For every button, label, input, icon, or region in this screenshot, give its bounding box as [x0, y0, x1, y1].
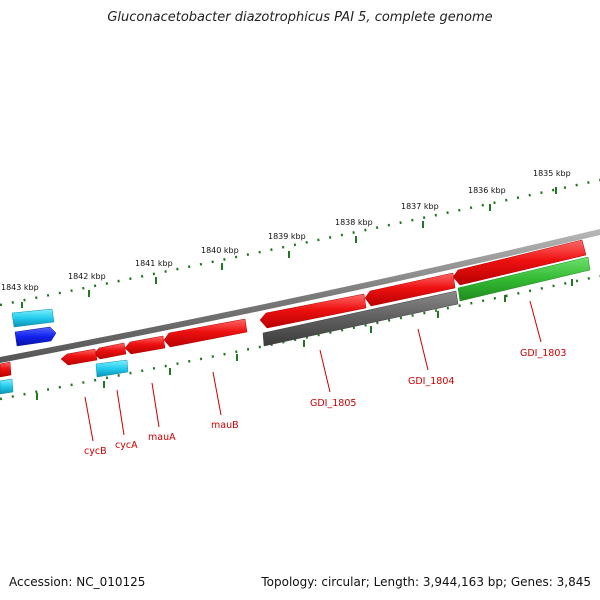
- scale-label: 1837 kbp: [401, 202, 439, 211]
- map-title: Gluconacetobacter diazotrophicus PAI 5, …: [107, 10, 493, 25]
- gene-gdi-1804[interactable]: [364, 272, 456, 307]
- gene-grey-reverse[interactable]: [262, 290, 459, 347]
- outer-scale-track: [0, 178, 600, 307]
- gene-blue-forward[interactable]: [14, 326, 57, 347]
- gene-maub[interactable]: [163, 318, 248, 348]
- scale-label: 1839 kbp: [268, 232, 306, 241]
- gene-label: cycA: [115, 440, 138, 451]
- label-leaders: [84, 300, 542, 442]
- gene-gdi-1803[interactable]: [452, 239, 587, 286]
- genome-summary-text: Topology: circular; Length: 3,944,163 bp…: [261, 575, 591, 589]
- inner-scale-track: [0, 274, 600, 401]
- outer-major-ticks: [21, 187, 557, 308]
- scale-labels: 1843 kbp 1842 kbp 1841 kbp 1840 kbp 1839…: [1, 169, 571, 292]
- genome-backbone: [0, 229, 600, 363]
- leader-line: [417, 328, 429, 371]
- inner-major-ticks: [36, 279, 573, 400]
- gene-green-reverse[interactable]: [457, 256, 591, 302]
- leader-line: [84, 396, 94, 442]
- scale-label: 1835 kbp: [533, 169, 571, 178]
- scale-label: 1838 kbp: [335, 218, 373, 227]
- gene-labels: cycB cycA mauA mauB GDI_1805 GDI_1804 GD…: [84, 348, 566, 457]
- gene-label: GDI_1805: [310, 398, 356, 409]
- gene-label: GDI_1804: [408, 376, 454, 387]
- leader-line: [212, 371, 222, 416]
- reverse-strand-genes: [0, 256, 591, 395]
- scale-label: 1840 kbp: [201, 246, 239, 255]
- gene-red-edge[interactable]: [0, 361, 12, 378]
- gene-cyan-forward[interactable]: [11, 308, 55, 328]
- gene-cyan-reverse[interactable]: [95, 359, 129, 378]
- scale-label: 1836 kbp: [468, 186, 506, 195]
- accession-text: Accession: NC_010125: [9, 575, 146, 589]
- gene-label: mauA: [148, 432, 176, 443]
- scale-label: 1842 kbp: [68, 272, 106, 281]
- gene-cyan-edge[interactable]: [0, 378, 14, 395]
- gene-label: mauB: [211, 420, 239, 431]
- scale-label: 1843 kbp: [1, 283, 39, 292]
- gene-cyca[interactable]: [93, 342, 127, 360]
- gene-label: GDI_1803: [520, 348, 566, 359]
- leader-line: [116, 389, 125, 436]
- gene-cycb[interactable]: [60, 348, 98, 366]
- gene-label: cycB: [84, 446, 107, 457]
- scale-label: 1841 kbp: [135, 259, 173, 268]
- leader-line: [319, 349, 331, 393]
- leader-line: [151, 382, 160, 428]
- gene-maua[interactable]: [124, 335, 166, 355]
- gene-gdi-1805[interactable]: [259, 293, 367, 329]
- forward-strand-genes: [0, 239, 587, 378]
- leader-line: [529, 300, 542, 343]
